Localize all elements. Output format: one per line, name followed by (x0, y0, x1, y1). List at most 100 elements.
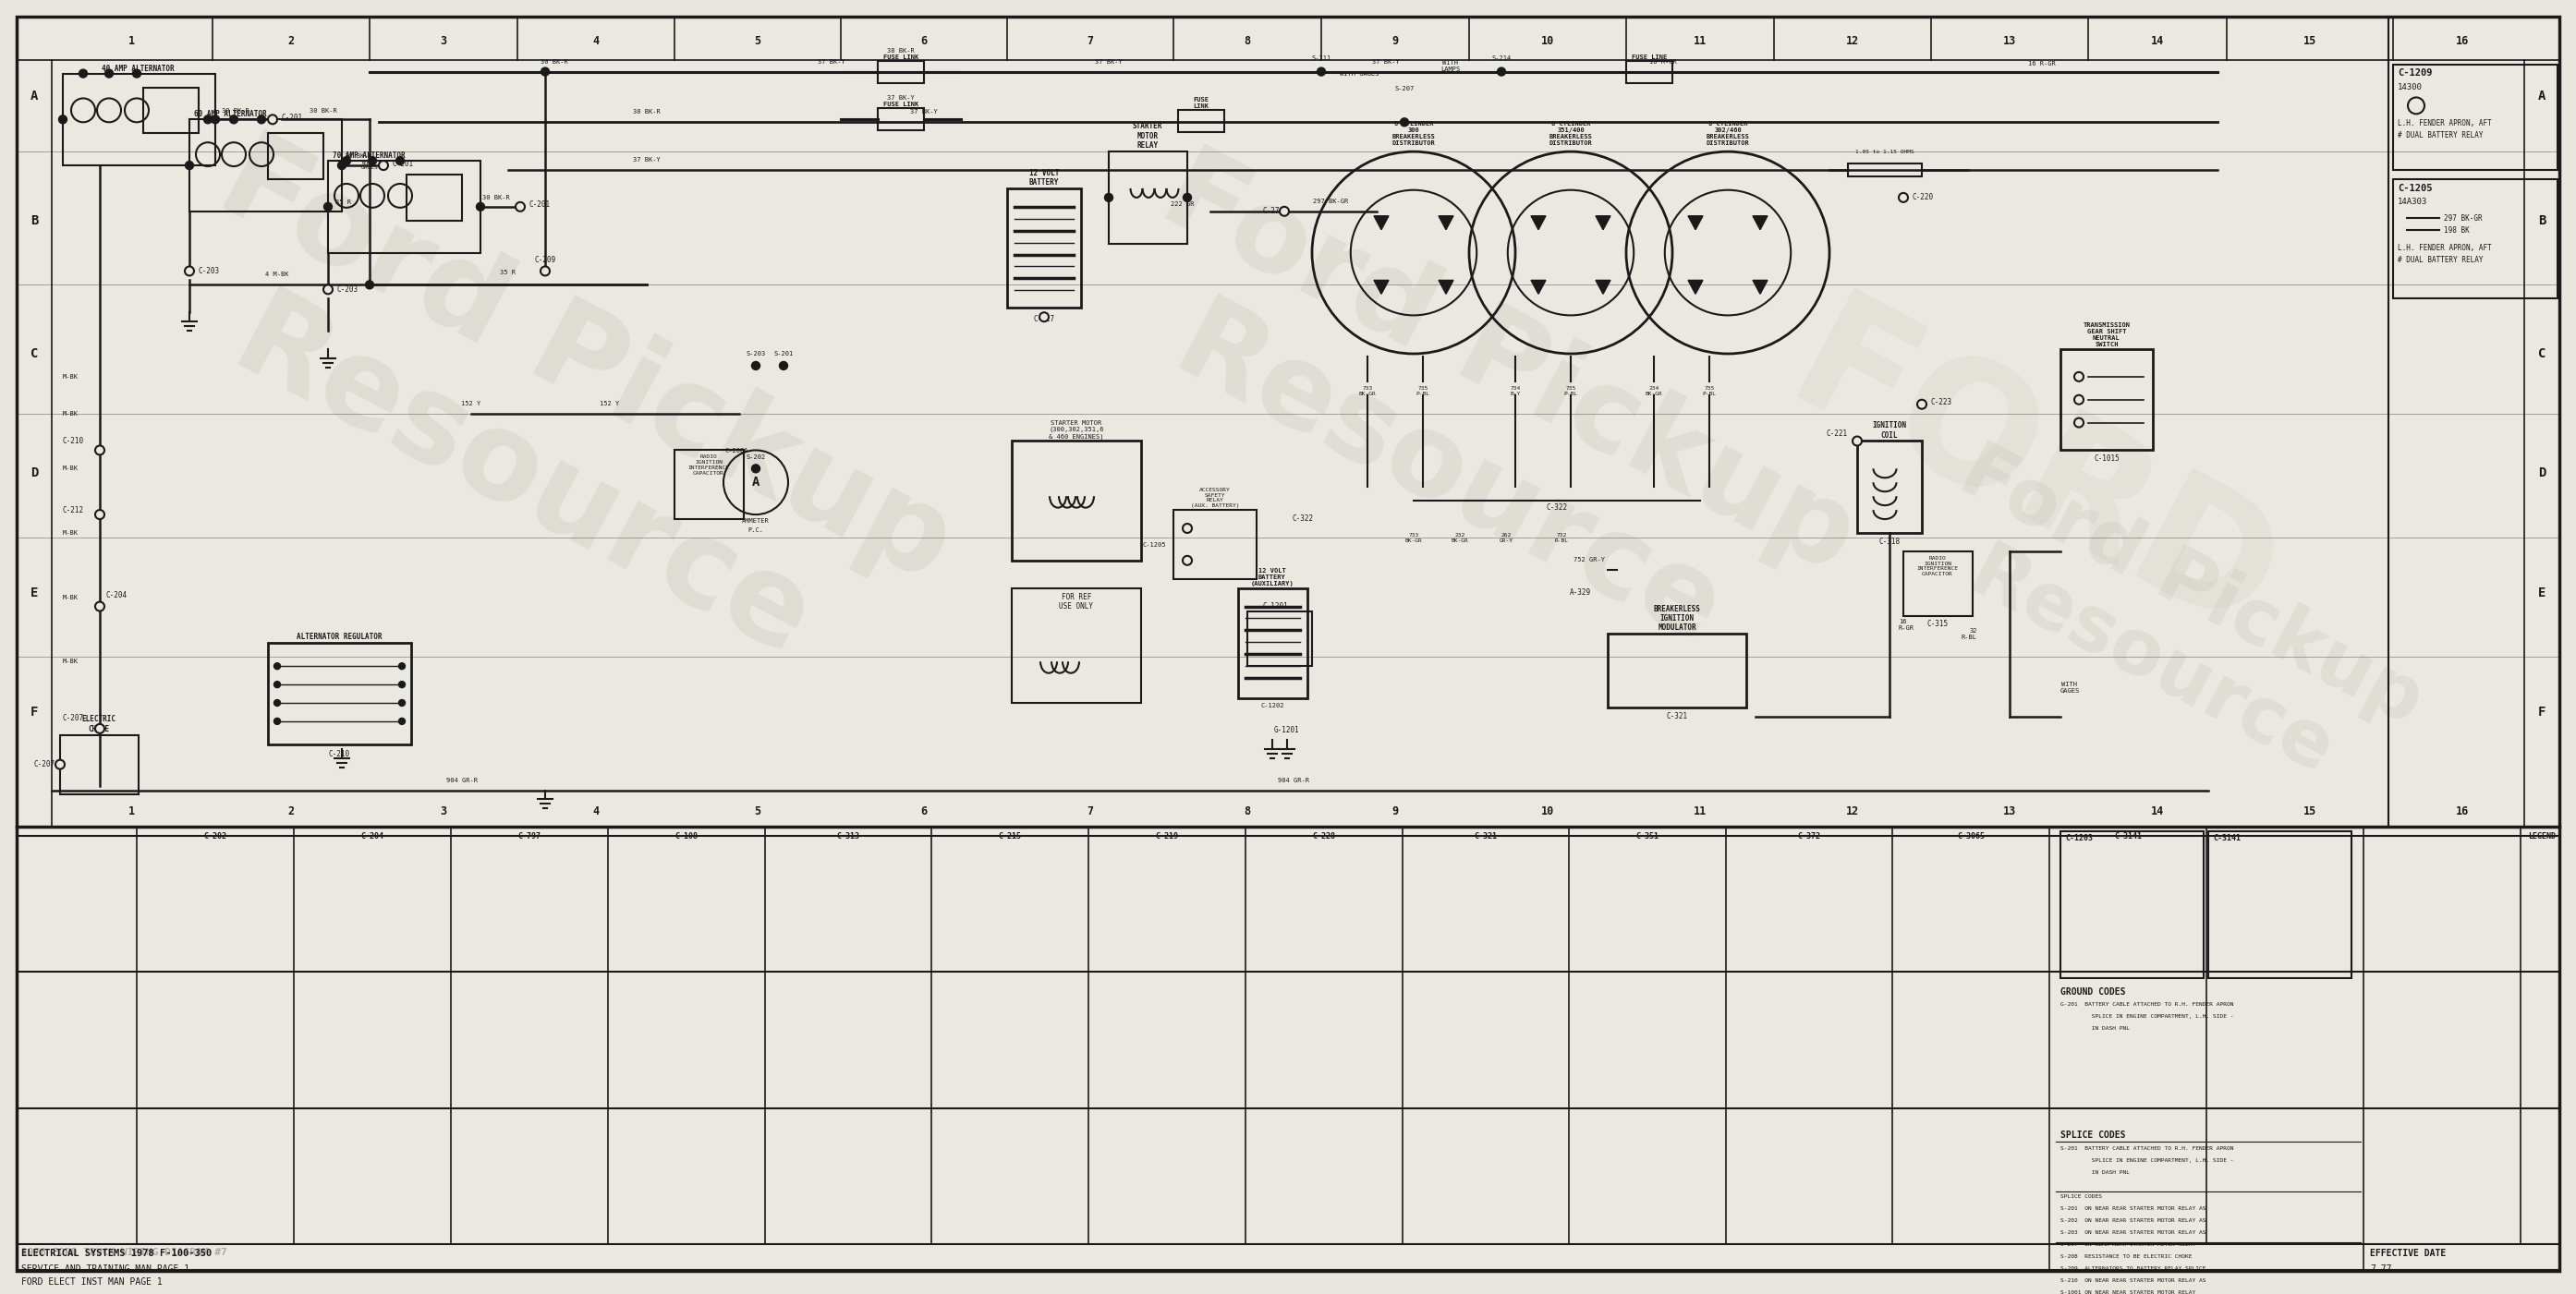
Text: S-210  ON NEAR REAR STARTER MOTOR RELAY AS: S-210 ON NEAR REAR STARTER MOTOR RELAY A… (2061, 1278, 2205, 1282)
Text: C-321: C-321 (1667, 712, 1687, 721)
Circle shape (95, 602, 106, 611)
Text: C-1202: C-1202 (1260, 703, 1283, 708)
Text: SERVICE AND TRAINING MAN PAGE 1: SERVICE AND TRAINING MAN PAGE 1 (21, 1264, 191, 1273)
Text: FUSE
LINK: FUSE LINK (1193, 97, 1208, 109)
Circle shape (752, 465, 760, 472)
Text: 1: 1 (129, 806, 134, 818)
Text: C: C (31, 347, 39, 360)
Text: RADIO
IGNITION
INTERFERENCE
CAPACITOR: RADIO IGNITION INTERFERENCE CAPACITOR (1917, 556, 1958, 577)
Text: S-207  ON NEAR REAR STARTER MOTOR RELAY: S-207 ON NEAR REAR STARTER MOTOR RELAY (2061, 1242, 2195, 1247)
Circle shape (1182, 193, 1193, 202)
Bar (1625, 61, 1672, 83)
Circle shape (1041, 312, 1048, 322)
Text: WITH
GAGES: WITH GAGES (361, 160, 379, 171)
Text: C-3141: C-3141 (2115, 832, 2141, 841)
Text: 4 M-BK: 4 M-BK (265, 272, 289, 277)
Text: B: B (2537, 214, 2545, 226)
Text: D: D (31, 467, 39, 480)
Circle shape (366, 281, 374, 289)
Text: 262
GR-Y: 262 GR-Y (1499, 533, 1512, 543)
Text: 32
R-BL: 32 R-BL (1960, 628, 1978, 641)
Text: C-201: C-201 (281, 114, 304, 122)
Text: A: A (31, 91, 39, 104)
Circle shape (752, 361, 760, 370)
Circle shape (95, 725, 106, 734)
Bar (675, 450, 744, 519)
Text: C-212: C-212 (62, 506, 85, 514)
Text: C-215: C-215 (999, 832, 1023, 841)
Circle shape (477, 203, 484, 211)
Bar (1857, 441, 1922, 533)
Text: 198 BK: 198 BK (2445, 226, 2470, 234)
Text: S-211: S-211 (1311, 56, 1332, 61)
Text: 13: 13 (2004, 35, 2017, 48)
Text: 30 BK-R: 30 BK-R (541, 58, 569, 65)
Bar (1904, 551, 1973, 616)
Text: 7-77: 7-77 (2370, 1264, 2391, 1273)
Bar (407, 175, 461, 220)
Circle shape (781, 361, 788, 370)
Text: WITH
LAMPS: WITH LAMPS (1440, 60, 1461, 72)
Text: D: D (2537, 467, 2545, 480)
Text: SPLICE IN ENGINE COMPARTMENT, L.H. SIDE -: SPLICE IN ENGINE COMPARTMENT, L.H. SIDE … (2061, 1158, 2233, 1163)
Circle shape (95, 445, 106, 454)
Text: # DUAL BATTERY RELAY: # DUAL BATTERY RELAY (2398, 255, 2483, 264)
Circle shape (273, 682, 281, 687)
Text: P.C.: P.C. (747, 528, 762, 533)
Text: C-313: C-313 (837, 832, 860, 841)
Text: 35 R: 35 R (335, 199, 350, 204)
Bar (1607, 634, 1747, 708)
Text: 752 GR-Y: 752 GR-Y (1574, 556, 1605, 563)
Polygon shape (1373, 281, 1388, 294)
Text: 60 AMP ALTERNATOR: 60 AMP ALTERNATOR (193, 110, 268, 119)
Circle shape (1917, 400, 1927, 409)
Text: S-208  RESISTANCE TO BE ELECTRIC CHOKE: S-208 RESISTANCE TO BE ELECTRIC CHOKE (2061, 1254, 2192, 1259)
Circle shape (1899, 193, 1909, 202)
Circle shape (185, 162, 193, 170)
Text: 733
BK-GR: 733 BK-GR (1404, 533, 1422, 543)
Text: 11: 11 (1692, 806, 1708, 818)
Circle shape (343, 157, 350, 164)
Text: S-1001 ON NEAR NEAR STARTER MOTOR RELAY: S-1001 ON NEAR NEAR STARTER MOTOR RELAY (2061, 1290, 2195, 1294)
Text: C-202: C-202 (204, 832, 227, 841)
Text: Ford Pickup
Resource: Ford Pickup Resource (1082, 136, 1873, 709)
Polygon shape (1437, 216, 1453, 230)
Text: FUSE LINE: FUSE LINE (1631, 54, 1667, 60)
Text: C-201: C-201 (392, 159, 415, 168)
Circle shape (185, 267, 193, 276)
Text: 1.05 to 1.15 OHMS: 1.05 to 1.15 OHMS (1855, 150, 1914, 154)
Text: SPLICE CODES: SPLICE CODES (2061, 1130, 2125, 1140)
Text: FUSE LINK: FUSE LINK (884, 102, 920, 107)
Circle shape (399, 663, 404, 669)
Polygon shape (1373, 216, 1388, 230)
Text: 5: 5 (755, 806, 760, 818)
Circle shape (229, 115, 237, 124)
Text: 733
BK-GR: 733 BK-GR (1358, 386, 1376, 396)
Text: 10: 10 (1540, 806, 1553, 818)
Circle shape (325, 203, 332, 211)
Circle shape (1105, 193, 1113, 202)
Text: C-1015: C-1015 (2094, 454, 2120, 463)
Text: M-BK: M-BK (62, 659, 77, 664)
Text: FORD ELECT INST MAN PAGE 1: FORD ELECT INST MAN PAGE 1 (21, 1277, 162, 1286)
Text: 10: 10 (1540, 35, 1553, 48)
Polygon shape (1530, 216, 1546, 230)
Text: 16: 16 (2455, 35, 2468, 48)
Text: 12 VOLT
BATTERY: 12 VOLT BATTERY (1030, 168, 1059, 186)
Text: 15: 15 (2303, 35, 2316, 48)
Text: C-220: C-220 (1911, 193, 1935, 202)
Text: ACCESSORY
SAFETY
RELAY
(AUX. BATTERY): ACCESSORY SAFETY RELAY (AUX. BATTERY) (1190, 488, 1239, 509)
Text: 735
P-BL: 735 P-BL (1564, 386, 1577, 396)
Text: 14: 14 (2151, 35, 2164, 48)
Text: B: B (31, 214, 39, 226)
Bar (62, 74, 216, 166)
Bar (144, 87, 198, 133)
Text: 1978 FORD TRUCK WIRING DIAGRAM #7: 1978 FORD TRUCK WIRING DIAGRAM #7 (21, 1247, 227, 1256)
Circle shape (204, 115, 211, 124)
Text: G-201  BATTERY CABLE ATTACHED TO R.H. FENDER APRON: G-201 BATTERY CABLE ATTACHED TO R.H. FEN… (2061, 1003, 2233, 1007)
Text: 8 CYLINDER
302/460
BREAKERLESS
DISTRIBUTOR: 8 CYLINDER 302/460 BREAKERLESS DISTRIBUT… (1705, 122, 1749, 146)
Text: 7: 7 (1087, 806, 1095, 818)
Text: C-203: C-203 (198, 267, 219, 276)
Text: C-1209: C-1209 (2398, 69, 2432, 78)
Text: 1: 1 (129, 35, 134, 48)
